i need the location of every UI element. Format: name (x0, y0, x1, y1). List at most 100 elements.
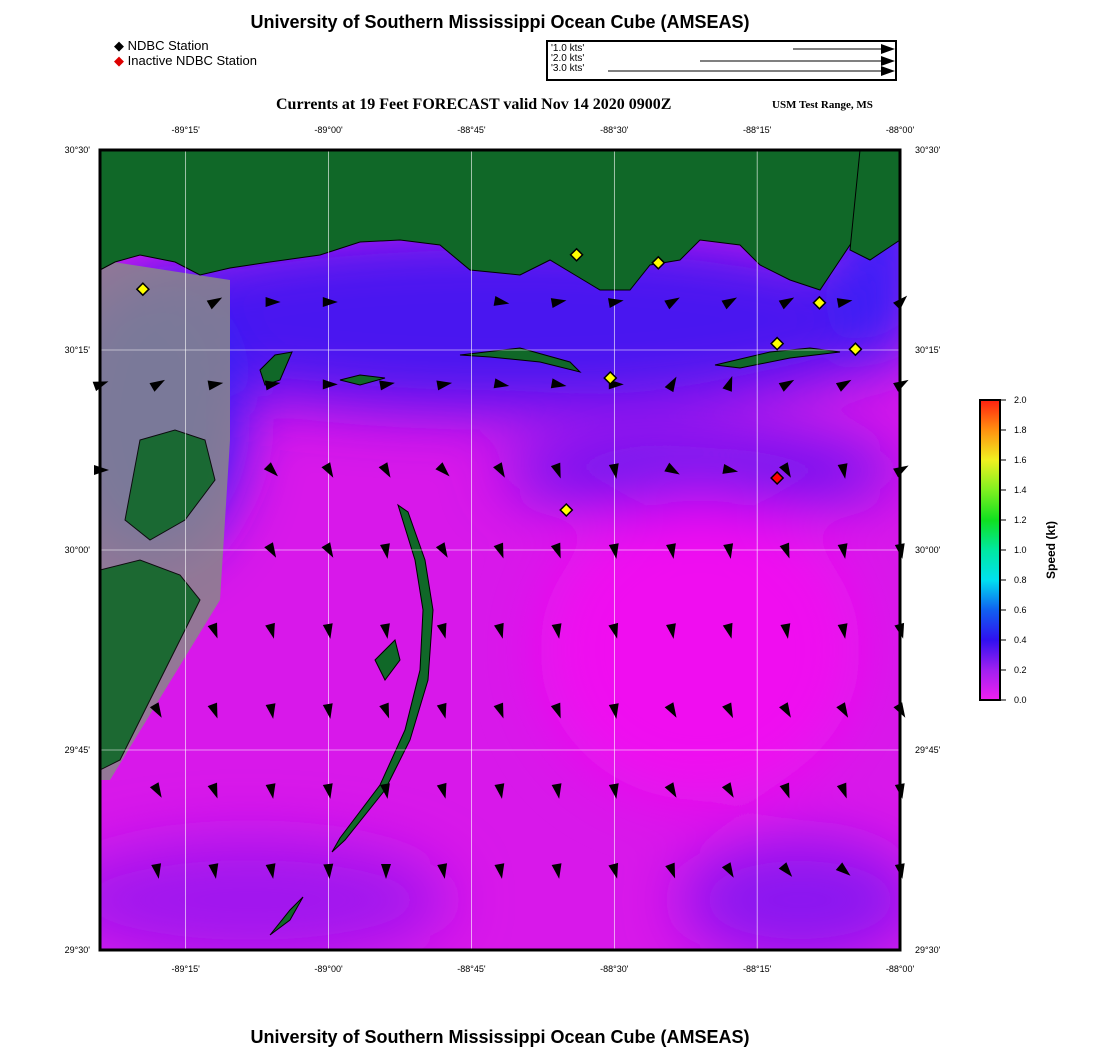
ndbc-station-marker[interactable] (812, 295, 827, 310)
current-arrow (722, 464, 739, 474)
current-arrow (207, 380, 224, 391)
current-arrow (437, 863, 448, 879)
current-arrow (381, 864, 391, 879)
lat-tick-label-right: 30°00' (915, 545, 941, 555)
land (100, 150, 900, 936)
lat-tick-label-left: 30°30' (65, 145, 91, 155)
lon-tick-label-top: -88°15' (743, 125, 772, 135)
current-arrow (436, 782, 447, 799)
current-arrow (206, 297, 223, 310)
ndbc-station-marker[interactable] (770, 336, 785, 351)
current-arrow (207, 622, 218, 639)
vector-scale-legend: '1.0 kts' '2.0 kts' '3.0 kts' (546, 40, 897, 81)
current-arrow (493, 378, 510, 389)
current-arrow (550, 702, 561, 719)
current-arrow (779, 542, 790, 559)
current-arrow (664, 376, 677, 393)
current-arrow (779, 462, 791, 478)
current-arrow (551, 783, 562, 799)
lon-tick-label-top: -89°15' (172, 125, 201, 135)
current-arrow (494, 783, 505, 799)
lat-tick-label-right: 30°30' (915, 145, 941, 155)
current-arrow (837, 623, 848, 639)
lon-tick-label-top: -88°45' (457, 125, 486, 135)
current-arrow (722, 702, 734, 719)
scale-arrow-1 (793, 44, 895, 54)
current-arrow (265, 783, 276, 799)
current-arrow (893, 379, 909, 392)
current-arrow (322, 783, 333, 799)
current-arrow (836, 298, 853, 308)
current-arrow (550, 298, 567, 308)
scale-label-1: '1.0 kts' (551, 43, 585, 54)
ndbc-station-marker[interactable] (559, 502, 574, 518)
current-arrow (149, 379, 165, 392)
ndbc-station-marker[interactable] (569, 247, 584, 262)
current-arrow (608, 862, 619, 879)
lat-tick-label-left: 29°30' (65, 945, 91, 955)
scale-arrow-3 (608, 66, 895, 76)
ndbc-stations (135, 247, 863, 518)
current-arrow (207, 782, 218, 799)
current-arrow (836, 702, 849, 718)
speed-colorbar: 0.0 0.2 0.4 0.6 0.8 1.0 1.2 1.4 1.6 1.8 2.0 Speed … (979, 395, 1058, 705)
lat-tick-label-right: 29°30' (915, 945, 941, 955)
current-arrow (379, 702, 390, 719)
current-arrow (94, 465, 109, 475)
location-label: USM Test Range, MS (772, 99, 873, 111)
legend-active-label: NDBC Station (127, 38, 209, 53)
current-arrow (608, 463, 619, 479)
ndbc-station-marker[interactable] (651, 255, 666, 270)
current-arrow (321, 542, 334, 558)
legend-active-station: ◆ NDBC Station (114, 38, 209, 53)
colorbar-tick-label: 1.2 (1014, 515, 1027, 525)
current-arrow (380, 783, 390, 799)
current-arrow (436, 622, 447, 639)
current-arrow (608, 298, 624, 308)
current-arrow (779, 702, 791, 718)
current-arrow (666, 623, 676, 639)
current-arrow (380, 543, 390, 559)
current-vectors (92, 295, 909, 879)
page-title: University of Southern Mississippi Ocean… (250, 12, 750, 32)
current-arrow (721, 862, 734, 878)
current-arrow (608, 783, 619, 799)
lon-tick-label-bottom: -89°15' (172, 964, 201, 974)
lon-tick-label-bottom: -88°15' (743, 964, 772, 974)
map-subtitle: Currents at 19 Feet FORECAST valid Nov 1… (276, 96, 672, 113)
current-arrow (836, 782, 847, 799)
current-arrow (264, 542, 277, 558)
current-arrow (837, 463, 848, 479)
current-arrow (551, 623, 562, 639)
ndbc-station-marker[interactable] (848, 342, 863, 357)
lon-tick-label-bottom: -88°30' (600, 964, 629, 974)
current-arrow (894, 863, 905, 879)
current-arrow (723, 543, 734, 559)
current-arrow (835, 862, 851, 876)
current-arrow (550, 542, 561, 559)
current-arrow (322, 379, 338, 390)
current-arrow (664, 462, 680, 475)
current-arrow (493, 296, 510, 306)
ndbc-station-marker[interactable] (135, 282, 150, 297)
current-arrow (837, 543, 848, 559)
legend-inactive-station: ◆ Inactive NDBC Station (114, 53, 257, 68)
colorbar-tick-label: 2.0 (1014, 395, 1027, 405)
current-arrow (893, 465, 909, 478)
colorbar-tick-label: 0.8 (1014, 575, 1027, 585)
current-arrow (436, 702, 447, 719)
ndbc-station-marker[interactable] (603, 370, 618, 386)
current-arrow (322, 297, 338, 307)
current-arrow (322, 703, 333, 719)
current-arrow (493, 542, 504, 559)
lon-tick-label-top: -89°00' (314, 125, 343, 135)
lat-tick-label-right: 29°45' (915, 745, 941, 755)
current-arrow (379, 380, 395, 391)
colorbar-tick-label: 0.6 (1014, 605, 1027, 615)
current-arrow (380, 623, 390, 639)
current-arrow (894, 783, 905, 799)
colorbar-label: Speed (kt) (1044, 521, 1058, 579)
current-arrow (494, 622, 504, 639)
inactive-ndbc-station-marker[interactable] (770, 470, 785, 486)
